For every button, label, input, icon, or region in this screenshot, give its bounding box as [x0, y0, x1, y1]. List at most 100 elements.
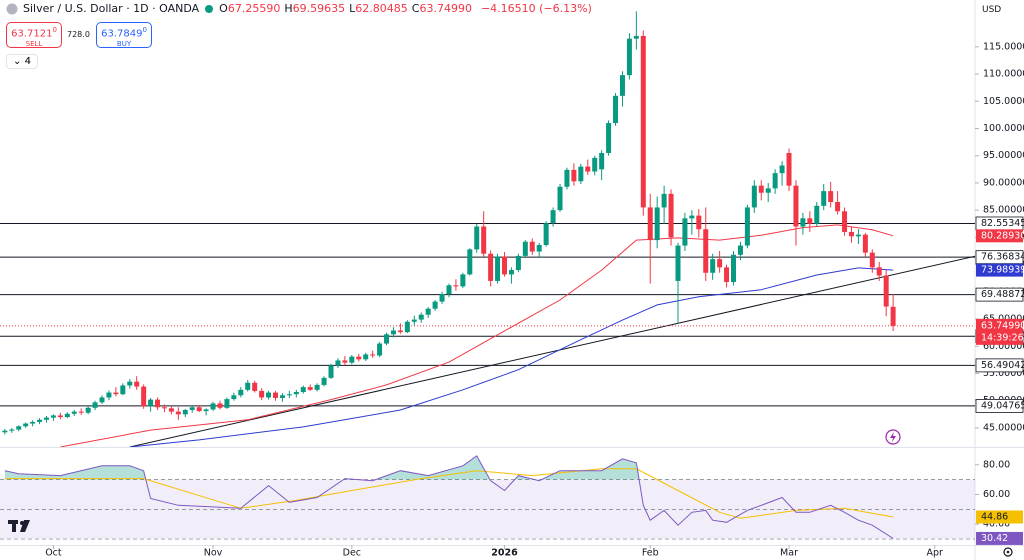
- rsi-pane: [0, 455, 975, 540]
- buy-label: BUY: [116, 40, 132, 49]
- candle-body: [134, 381, 140, 387]
- candle-body: [869, 252, 875, 268]
- candle-body: [821, 191, 827, 206]
- candle-body: [578, 166, 584, 182]
- candle-body: [467, 249, 473, 275]
- axes: 45.0000050.0000055.0000060.0000065.00000…: [45, 41, 1024, 558]
- level-label: 69.48872: [981, 289, 1024, 300]
- candle-body: [731, 254, 737, 283]
- candle-body: [751, 185, 757, 208]
- buy-price-sup: 0: [142, 26, 147, 34]
- candle-body: [238, 389, 244, 396]
- candle-body: [647, 207, 653, 241]
- candle-body: [99, 397, 105, 403]
- candle-body: [613, 95, 619, 124]
- price-pane: [0, 11, 975, 447]
- candle-body: [703, 229, 709, 273]
- candle-body: [807, 218, 813, 224]
- level-label: 49.04765: [981, 400, 1024, 411]
- x-tick-label: Mar: [780, 548, 798, 559]
- candle-body: [453, 285, 459, 287]
- candle-body: [550, 210, 556, 224]
- candle-body: [9, 429, 15, 431]
- candle-body: [446, 285, 452, 295]
- candle-body: [758, 185, 764, 193]
- candle-body: [23, 423, 29, 427]
- candle-body: [606, 123, 612, 153]
- y-tick-label: 110.00000: [983, 69, 1024, 80]
- candle-body: [585, 166, 591, 172]
- candle-body: [342, 360, 348, 363]
- y-tick-label: 60.00000: [983, 341, 1024, 352]
- candle-body: [224, 399, 230, 408]
- trend-line: [129, 255, 975, 447]
- sell-label: SELL: [25, 40, 43, 49]
- candle-body: [161, 407, 167, 409]
- candle-body: [245, 382, 251, 390]
- candle-body: [384, 334, 390, 344]
- candle-body: [522, 241, 528, 256]
- y-tick-label: 85.00000: [983, 205, 1024, 216]
- candle-body: [328, 365, 334, 378]
- candle-body: [397, 330, 403, 333]
- y-tick-label: 100.00000: [983, 123, 1024, 134]
- candle-body: [335, 360, 341, 366]
- candle-body: [675, 245, 681, 281]
- currency[interactable]: USD: [982, 5, 1002, 15]
- candle-body: [481, 226, 487, 254]
- ma-label-box: [976, 263, 1023, 277]
- candle-body: [155, 399, 161, 408]
- candle-body: [16, 426, 22, 430]
- candle-body: [724, 267, 730, 283]
- sell-button[interactable]: 63.71210 SELL: [6, 22, 62, 48]
- level-label-box: [975, 287, 1024, 302]
- rsi-y-tick-label: 60.00: [983, 489, 1010, 500]
- alert-icon[interactable]: [885, 429, 901, 445]
- indicators-toggle[interactable]: ⌄ 4: [6, 54, 38, 69]
- ohlc-value: 67.25590: [227, 2, 281, 15]
- rsi-value-label: 44.86: [981, 511, 1008, 522]
- last-price-box: [976, 318, 1023, 345]
- candle-body: [682, 218, 688, 246]
- candle-body: [307, 387, 313, 390]
- candle-body: [696, 215, 702, 230]
- moving-average: [129, 267, 894, 447]
- settings-icon[interactable]: [1003, 547, 1013, 557]
- y-tick-label: 95.00000: [983, 150, 1024, 161]
- candle-body: [37, 419, 43, 422]
- candle-body: [890, 306, 896, 326]
- candle-body: [862, 234, 868, 253]
- candle-body: [848, 231, 854, 237]
- candle-body: [710, 259, 716, 273]
- candle-body: [390, 330, 396, 335]
- candle-body: [113, 392, 119, 395]
- candle-body: [120, 385, 126, 395]
- candle-body: [599, 152, 605, 170]
- buy-button[interactable]: 63.78490 BUY: [96, 22, 152, 48]
- y-tick-label: 55.00000: [983, 368, 1024, 379]
- candle-body: [356, 356, 362, 360]
- candle-body: [217, 403, 223, 408]
- candle-body: [71, 411, 77, 414]
- candle-body: [148, 399, 154, 407]
- candle-body: [279, 395, 285, 398]
- candle-body: [835, 201, 841, 212]
- candle-body: [495, 256, 501, 281]
- level-label: 82.55345: [981, 218, 1024, 229]
- candle-body: [543, 223, 549, 246]
- ohlc-key: H: [284, 2, 293, 15]
- candle-body: [411, 319, 417, 322]
- spread: 728.0: [67, 30, 90, 39]
- candle-body: [460, 274, 466, 287]
- level-label: 56.49042: [981, 360, 1024, 371]
- candle-body: [203, 409, 209, 412]
- x-tick-label: Oct: [45, 548, 62, 559]
- candle-body: [127, 381, 133, 386]
- candle-body: [363, 354, 369, 360]
- buy-price: 63.7849: [101, 28, 143, 40]
- ohlc-value: 62.80485: [355, 2, 408, 15]
- rsi-line: [4, 455, 894, 539]
- candle-body: [141, 386, 147, 407]
- ma-label-box: [976, 229, 1023, 243]
- y-tick-label: 115.00000: [983, 41, 1024, 52]
